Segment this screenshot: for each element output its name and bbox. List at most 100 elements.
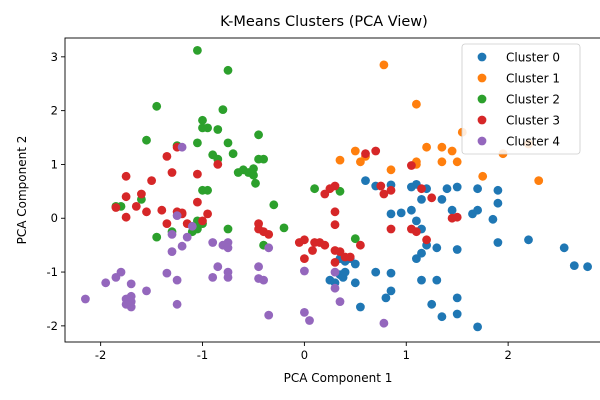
cluster-4-point [172, 299, 182, 309]
cluster-1-point [412, 99, 421, 109]
cluster-4-point [379, 318, 389, 328]
cluster-0-point [407, 205, 416, 215]
cluster-4-point [167, 230, 177, 239]
y-tick-label: 2 [51, 104, 58, 118]
legend-marker-cluster-3 [477, 115, 487, 125]
cluster-3-point [259, 227, 268, 237]
cluster-0-point [356, 302, 365, 312]
cluster-3-point [315, 238, 325, 247]
cluster-0-point [340, 267, 350, 277]
cluster-0-point [350, 278, 360, 288]
cluster-4-point [81, 294, 90, 304]
cluster-3-point [356, 240, 365, 250]
cluster-2-point [193, 46, 202, 55]
cluster-3-point [121, 212, 131, 222]
series-cluster-4 [81, 142, 389, 328]
cluster-2-point [193, 138, 202, 148]
cluster-2-point [259, 154, 268, 164]
cluster-1-point [350, 146, 360, 156]
cluster-4-point [126, 279, 136, 289]
cluster-3-point [422, 235, 431, 245]
cluster-0-point [396, 208, 406, 218]
series-cluster-2 [111, 46, 360, 250]
cluster-3-point [386, 185, 396, 195]
cluster-2-point [142, 135, 151, 145]
cluster-3-point [203, 209, 213, 219]
cluster-4-point [300, 266, 309, 276]
cluster-2-point [254, 130, 263, 140]
cluster-4-point [305, 316, 314, 325]
cluster-3-point [330, 258, 340, 267]
series-cluster-0 [325, 176, 592, 332]
cluster-4-point [182, 232, 192, 242]
cluster-0-point [442, 184, 452, 194]
legend-items: Cluster 0 Cluster 1 Cluster 2 Cluster 3 Clus… [477, 50, 560, 148]
cluster-0-point [452, 309, 462, 319]
cluster-4-point [300, 308, 309, 317]
cluster-4-point [213, 262, 223, 272]
x-tick-label: 0 [301, 348, 308, 362]
cluster-0-point [386, 268, 396, 278]
cluster-2-point [249, 170, 258, 180]
cluster-4-point [172, 275, 182, 285]
y-tick-label: 3 [51, 50, 58, 64]
cluster-0-point [569, 261, 579, 270]
cluster-3-point [308, 246, 317, 255]
cluster-0-point [361, 176, 370, 186]
cluster-3-point [320, 189, 330, 199]
y-axis-ticks: -2 -1 0 1 2 3 [47, 50, 65, 333]
cluster-2-point [279, 223, 289, 233]
cluster-3-point [213, 160, 223, 169]
cluster-2-point [350, 234, 360, 244]
cluster-3-point [330, 181, 340, 191]
legend-marker-cluster-0 [477, 52, 487, 62]
cluster-1-point [478, 171, 488, 181]
y-axis-label: PCA Component 2 [15, 136, 29, 245]
x-tick-label: 2 [504, 348, 511, 362]
cluster-3-point [376, 181, 386, 191]
cluster-3-point [157, 205, 167, 215]
cluster-2-point [223, 224, 233, 234]
cluster-4-point [101, 278, 111, 288]
cluster-4-point [167, 247, 177, 256]
cluster-0-point [493, 185, 503, 195]
cluster-3-point [300, 254, 309, 263]
cluster-3-point [142, 207, 151, 217]
series-cluster-3 [111, 142, 462, 267]
chart-title: K-Means Clusters (PCA View) [220, 14, 428, 30]
cluster-0-point [493, 198, 503, 208]
cluster-0-point [447, 205, 457, 215]
y-tick-label: 0 [51, 211, 58, 225]
y-tick-label: 1 [51, 157, 58, 171]
cluster-4-point [177, 241, 187, 251]
cluster-1-point [422, 142, 431, 152]
cluster-1-point [379, 60, 389, 70]
cluster-3-point [147, 176, 157, 186]
cluster-1-point [335, 155, 345, 165]
cluster-2-point [223, 65, 233, 75]
cluster-0-point [432, 275, 442, 285]
cluster-0-point [381, 293, 391, 303]
cluster-2-point [228, 149, 238, 159]
cluster-3-point [167, 168, 177, 177]
cluster-0-point [437, 312, 447, 322]
cluster-4-point [330, 267, 340, 277]
cluster-3-point [407, 161, 416, 170]
cluster-1-point [437, 142, 447, 152]
legend-marker-cluster-2 [477, 94, 487, 104]
cluster-4-point [223, 243, 233, 253]
cluster-0-point [417, 275, 426, 285]
cluster-4-point [330, 283, 340, 293]
cluster-2-point [152, 101, 162, 111]
cluster-3-point [162, 219, 172, 229]
cluster-2-point [203, 123, 213, 133]
cluster-4-point [335, 297, 345, 306]
legend: Cluster 0 Cluster 1 Cluster 2 Cluster 3 Clus… [461, 43, 581, 155]
cluster-2-point [251, 178, 260, 188]
cluster-0-point [452, 245, 462, 254]
cluster-3-point [198, 216, 207, 226]
cluster-1-point [356, 157, 365, 167]
cluster-0-point [488, 214, 498, 224]
y-tick-label: -1 [47, 265, 58, 279]
cluster-4-point [162, 268, 172, 278]
